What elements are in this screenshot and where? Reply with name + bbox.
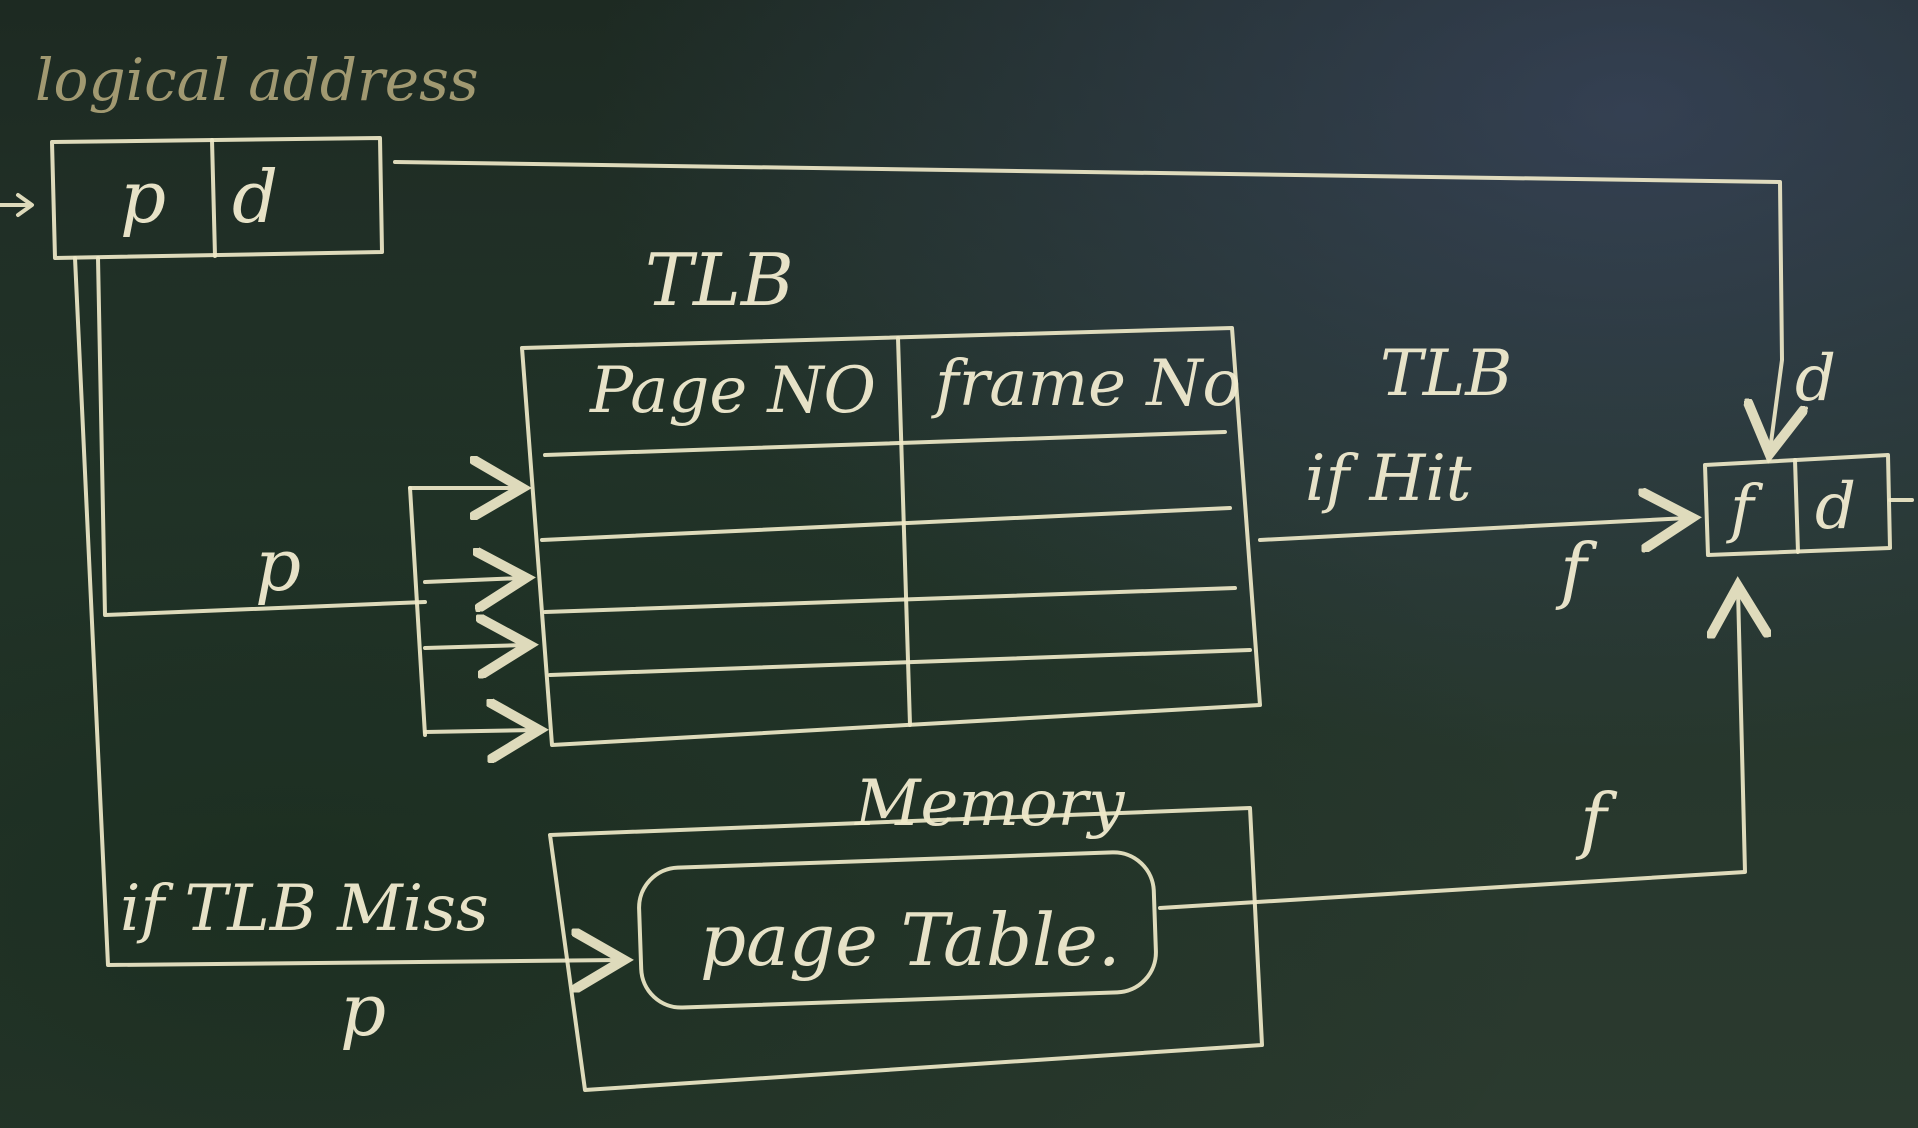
tlb-miss-label: if TLB Miss: [120, 872, 489, 946]
page-table-box: page Table.: [637, 850, 1158, 1010]
page-table-label: page Table.: [700, 898, 1121, 982]
tlb-table: Page NO frame No: [520, 326, 1262, 747]
logical-address-box: p d: [0, 136, 384, 260]
logical-p: p: [120, 155, 166, 239]
tlb-arrow-4: [423, 730, 535, 732]
tlb-miss-p-label: p: [340, 968, 386, 1052]
tlb-fanout: [408, 486, 427, 737]
physical-address-box: f d: [1703, 453, 1914, 557]
memory-box: Memory: [548, 767, 1264, 1092]
d-arrow-label: d: [1795, 342, 1836, 416]
tlb-arrow-3: [423, 645, 525, 648]
tlb-header-page-no: Page NO: [589, 354, 876, 428]
page-table-to-f-line: [1158, 590, 1745, 910]
p-to-tlb-label: p: [255, 523, 301, 607]
d-path-line: [393, 160, 1782, 450]
logical-d: d: [232, 155, 278, 239]
page-table-f-label: f: [1575, 778, 1618, 862]
physical-d: d: [1815, 470, 1856, 544]
tlb-hit-label-1: TLB: [1380, 337, 1512, 411]
tlb-hit-arrow: [1258, 518, 1688, 540]
tlb-hit-label-2: if Hit: [1305, 442, 1472, 516]
physical-f: f: [1726, 472, 1764, 546]
tlb-miss-line: [73, 256, 620, 965]
memory-title: Memory: [854, 767, 1125, 841]
p-to-tlb-line: [96, 256, 427, 617]
tlb-arrow-2: [423, 578, 522, 582]
logical-address-label: logical address: [35, 46, 479, 114]
tlb-hit-f-label: f: [1555, 528, 1598, 612]
tlb-title: TLB: [645, 238, 794, 322]
tlb-header-frame-no: frame No: [931, 347, 1241, 421]
